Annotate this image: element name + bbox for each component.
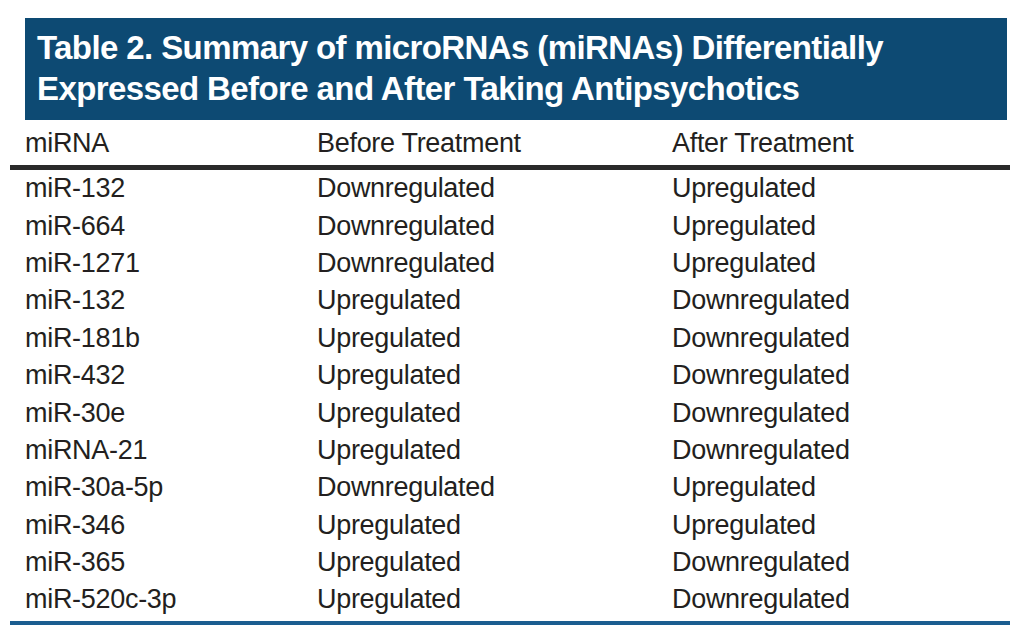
before-cell: Upregulated — [317, 323, 672, 354]
before-cell: Downregulated — [317, 472, 672, 503]
after-cell: Upregulated — [672, 510, 1010, 541]
table-row: miR-30a-5p Downregulated Upregulated — [25, 469, 1010, 506]
column-header-row: miRNA Before Treatment After Treatment — [25, 120, 1010, 166]
before-cell: Downregulated — [317, 248, 672, 279]
table-row: miR-30e Upregulated Downregulated — [25, 394, 1010, 431]
after-cell: Downregulated — [672, 398, 1010, 429]
table-row: miRNA-21 Upregulated Downregulated — [25, 432, 1010, 469]
mirna-cell: miR-181b — [25, 323, 317, 354]
before-cell: Downregulated — [317, 211, 672, 242]
mirna-cell: miR-346 — [25, 510, 317, 541]
column-header-mirna: miRNA — [25, 128, 317, 159]
table-row: miR-664 Downregulated Upregulated — [25, 207, 1010, 244]
table-row: miR-132 Upregulated Downregulated — [25, 282, 1010, 319]
mirna-cell: miR-1271 — [25, 248, 317, 279]
table-row: miR-432 Upregulated Downregulated — [25, 357, 1010, 394]
table-row: miR-365 Upregulated Downregulated — [25, 544, 1010, 581]
table-row: miR-346 Upregulated Upregulated — [25, 507, 1010, 544]
bottom-rule — [10, 621, 1010, 625]
table-row: miR-1271 Downregulated Upregulated — [25, 245, 1010, 282]
column-header-after-treatment: After Treatment — [672, 128, 1010, 159]
table-title-line-1: Table 2. Summary of microRNAs (miRNAs) D… — [37, 27, 997, 68]
before-cell: Upregulated — [317, 435, 672, 466]
after-cell: Upregulated — [672, 173, 1010, 204]
before-cell: Upregulated — [317, 584, 672, 615]
after-cell: Downregulated — [672, 323, 1010, 354]
mirna-cell: miRNA-21 — [25, 435, 317, 466]
table-figure: Table 2. Summary of microRNAs (miRNAs) D… — [0, 0, 1020, 644]
before-cell: Upregulated — [317, 510, 672, 541]
mirna-cell: miR-664 — [25, 211, 317, 242]
table-row: miR-181b Upregulated Downregulated — [25, 320, 1010, 357]
after-cell: Downregulated — [672, 360, 1010, 391]
after-cell: Downregulated — [672, 435, 1010, 466]
after-cell: Upregulated — [672, 472, 1010, 503]
before-cell: Upregulated — [317, 547, 672, 578]
mirna-cell: miR-432 — [25, 360, 317, 391]
table-row: miR-132 Downregulated Upregulated — [25, 170, 1010, 207]
after-cell: Upregulated — [672, 211, 1010, 242]
mirna-cell: miR-132 — [25, 173, 317, 204]
before-cell: Upregulated — [317, 285, 672, 316]
column-header-before-treatment: Before Treatment — [317, 128, 672, 159]
mirna-cell: miR-30e — [25, 398, 317, 429]
before-cell: Upregulated — [317, 398, 672, 429]
mirna-cell: miR-132 — [25, 285, 317, 316]
after-cell: Upregulated — [672, 248, 1010, 279]
table-title-banner: Table 2. Summary of microRNAs (miRNAs) D… — [25, 18, 1007, 120]
mirna-cell: miR-30a-5p — [25, 472, 317, 503]
before-cell: Upregulated — [317, 360, 672, 391]
table-title-line-2: Expressed Before and After Taking Antips… — [37, 68, 997, 109]
table-row: miR-520c-3p Upregulated Downregulated — [25, 581, 1010, 618]
table-body: miR-132 Downregulated Upregulated miR-66… — [25, 170, 1010, 619]
after-cell: Downregulated — [672, 547, 1010, 578]
mirna-cell: miR-365 — [25, 547, 317, 578]
after-cell: Downregulated — [672, 584, 1010, 615]
after-cell: Downregulated — [672, 285, 1010, 316]
before-cell: Downregulated — [317, 173, 672, 204]
mirna-cell: miR-520c-3p — [25, 584, 317, 615]
